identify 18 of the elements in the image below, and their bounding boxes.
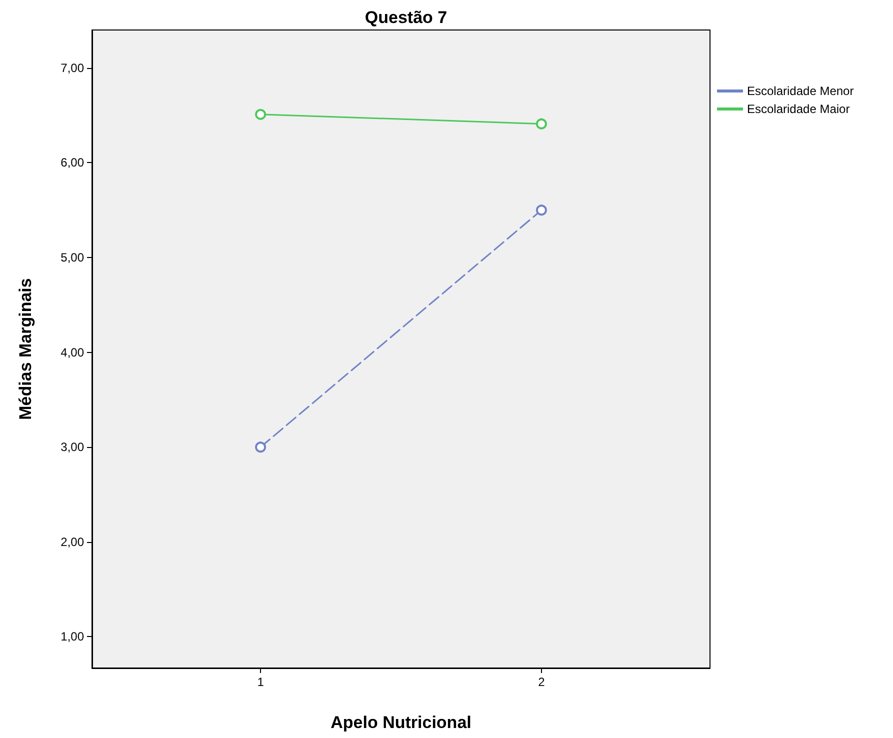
y-tick-label: 6,00 [60,156,84,170]
y-tick-label: 5,00 [60,250,84,265]
y-axis-title: Médias Marginais [16,278,35,420]
legend-label: Escolaridade Maior [747,102,850,116]
point [255,442,266,453]
y-tick-label: 1,00 [60,630,84,644]
x-tick-label: 1 [257,675,264,689]
y-tick-label: 4,00 [60,345,84,360]
y-tick-label: 2,00 [60,534,84,549]
chart-title: Questão 7 [364,8,448,27]
x-axis-title: Apelo Nutricional [330,713,472,732]
point [536,204,547,216]
legend-label: Escolaridade Menor [747,84,854,98]
y-tick-label: 3,00 [60,440,84,454]
point [536,118,547,130]
y-tick-label: 7,00 [60,60,84,75]
x-tick-label: 2 [538,675,546,689]
point [255,108,266,120]
